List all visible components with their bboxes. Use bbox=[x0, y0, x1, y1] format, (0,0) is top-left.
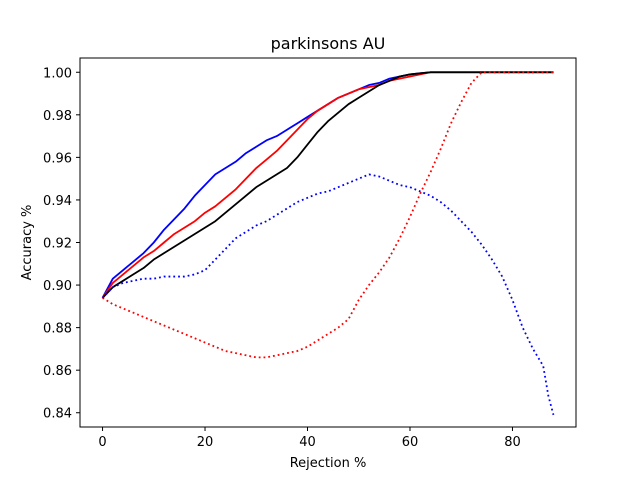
y-tick-label: 0.94 bbox=[43, 194, 72, 209]
y-axis-label: Accuracy % bbox=[20, 205, 35, 281]
y-tick-label: 0.88 bbox=[43, 322, 72, 337]
x-tick-label: 40 bbox=[299, 435, 316, 450]
y-tick-label: 0.96 bbox=[43, 151, 72, 166]
x-tick-label: 60 bbox=[402, 435, 419, 450]
series-line-5 bbox=[101, 173, 555, 416]
y-tick-label: 0.84 bbox=[43, 407, 72, 422]
y-tick-label: 0.90 bbox=[43, 279, 72, 294]
x-tick-label: 0 bbox=[98, 435, 106, 450]
x-tick-label: 80 bbox=[504, 435, 521, 450]
plot-area bbox=[101, 71, 555, 416]
y-axis: 0.84 0.86 0.88 0.90 0.92 0.94 0.96 0.98 1.00 bbox=[43, 66, 80, 422]
series-line-4 bbox=[102, 71, 554, 359]
series-line-3 bbox=[101, 71, 554, 299]
y-tick-label: 0.86 bbox=[43, 364, 72, 379]
x-axis: 0 20 40 60 80 bbox=[98, 427, 521, 450]
y-tick-label: 1.00 bbox=[43, 66, 72, 81]
y-tick-label: 0.98 bbox=[43, 109, 72, 124]
y-tick-label: 0.92 bbox=[43, 237, 72, 252]
x-axis-label: Rejection % bbox=[290, 456, 367, 471]
x-tick-label: 20 bbox=[197, 435, 214, 450]
chart-title: parkinsons AU bbox=[271, 34, 386, 53]
